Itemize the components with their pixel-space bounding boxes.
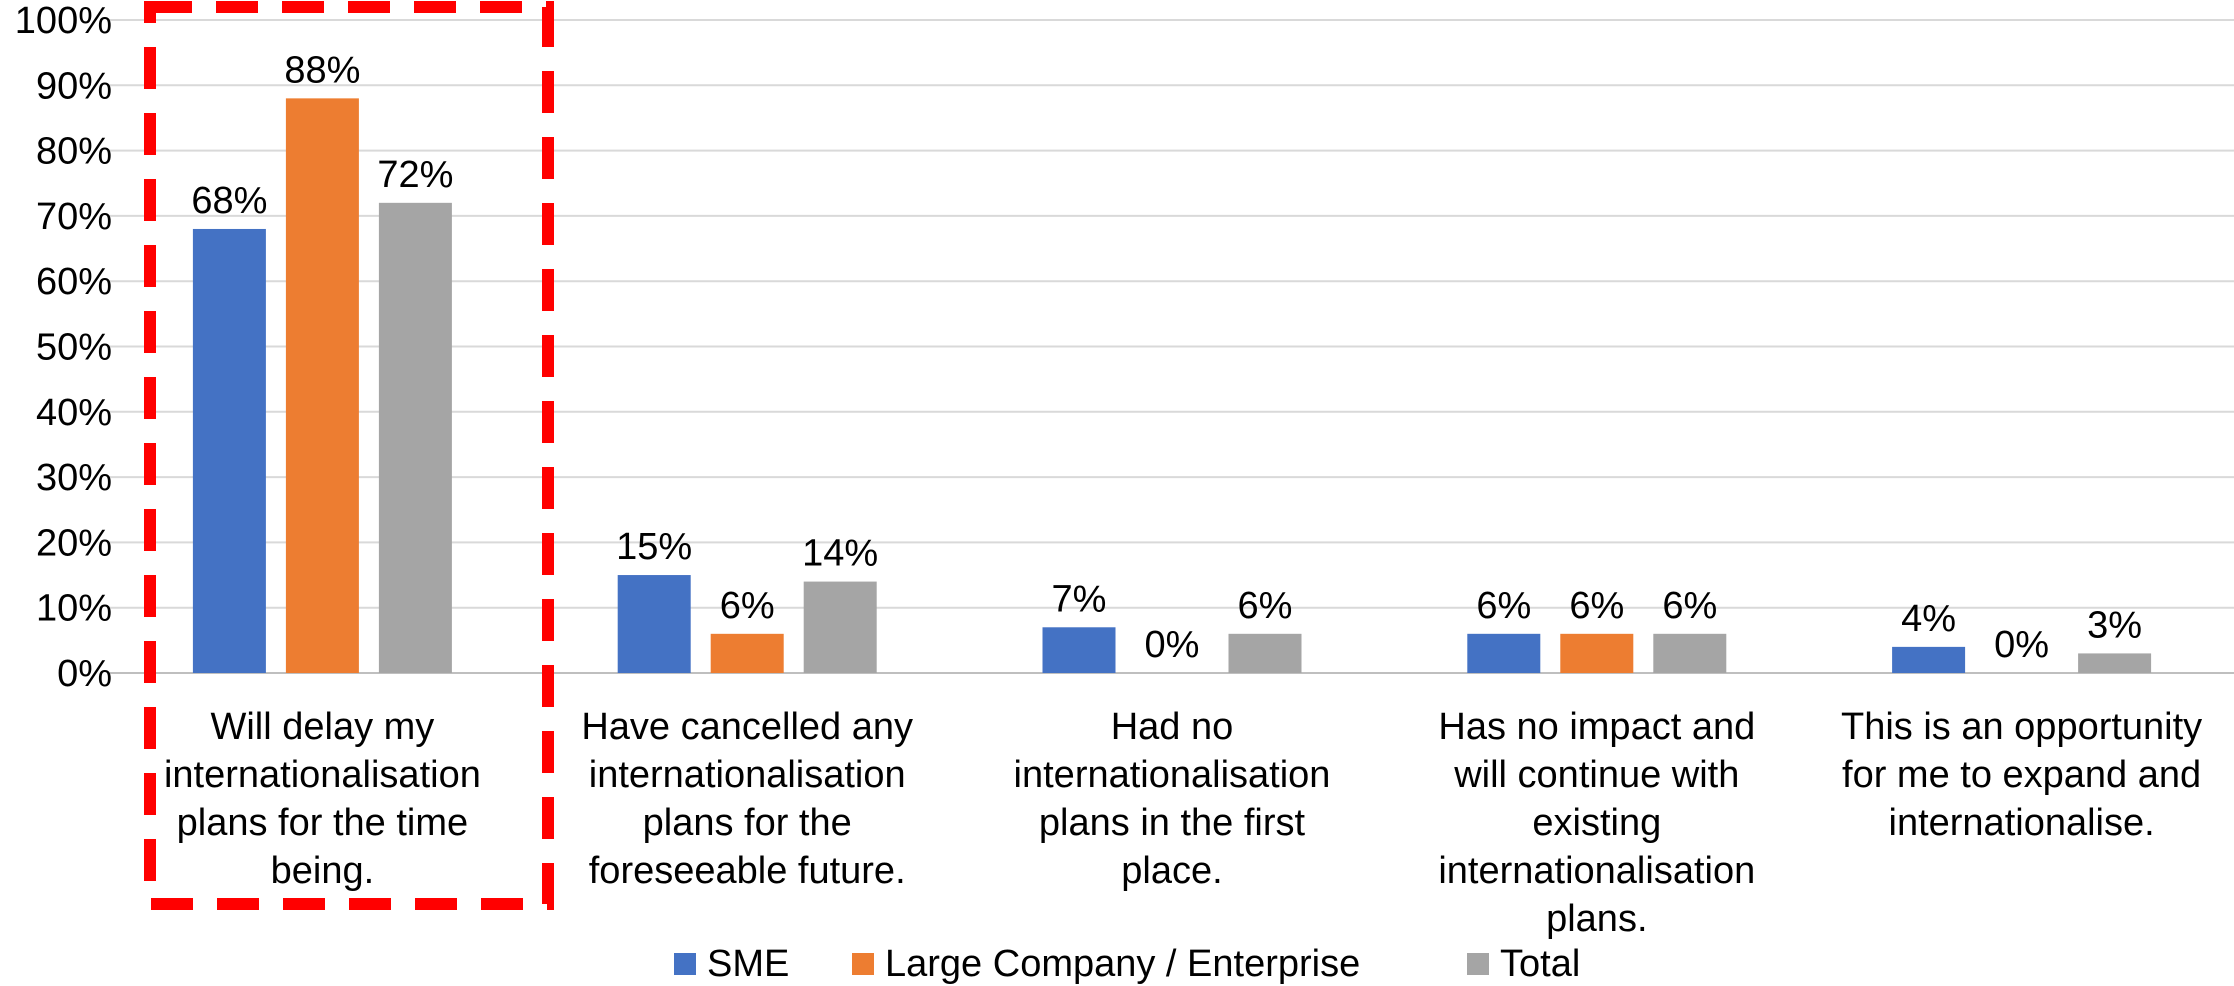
x-category-label: This is an opportunity for me to expand a…	[1841, 706, 2202, 844]
data-label: 6%	[720, 585, 775, 627]
x-category-label-line: foreseeable future.	[589, 850, 906, 892]
y-tick-label: 20%	[36, 522, 112, 564]
bar-large-company-enterprise	[285, 98, 359, 674]
y-tick-label: 10%	[36, 588, 112, 630]
x-category-label-line: internationalisation	[1438, 850, 1755, 892]
y-axis-tick-labels: 0% 10% 20% 30% 40% 50% 60% 70% 80% 90% 100%	[15, 0, 112, 695]
bar-sme	[1042, 627, 1116, 673]
x-category-label-line: place.	[1121, 850, 1222, 892]
y-tick-label: 90%	[36, 65, 112, 107]
data-label: 4%	[1901, 598, 1956, 640]
x-category-label-line: plans in the first	[1039, 802, 1306, 844]
legend-swatch	[674, 953, 696, 975]
data-label: 6%	[1662, 585, 1717, 627]
y-tick-label: 80%	[36, 131, 112, 173]
bar-sme	[1892, 646, 1966, 673]
legend-swatch	[852, 953, 874, 975]
x-category-label-line: internationalisation	[1014, 754, 1331, 796]
y-tick-label: 70%	[36, 196, 112, 238]
x-axis-category-labels: Will delay my internationalisation plans f…	[164, 706, 2202, 940]
y-tick-label: 100%	[15, 0, 112, 42]
x-category-label-line: for me to expand and	[1842, 754, 2201, 796]
data-label: 88%	[284, 49, 360, 91]
x-category-label: Had no internationalisation plans in the f…	[1014, 706, 1331, 892]
bar-total	[2078, 653, 2152, 673]
y-tick-label: 60%	[36, 261, 112, 303]
highlight-box-layer	[144, 1, 554, 910]
legend-swatch	[1467, 953, 1489, 975]
x-category-label-line: Have cancelled any	[581, 706, 913, 748]
x-category-label: Will delay my internationalisation plans f…	[164, 706, 481, 892]
legend-label: Total	[1500, 943, 1580, 985]
x-category-label-line: internationalisation	[589, 754, 906, 796]
bar-total	[1653, 633, 1727, 673]
x-category-label-line: internationalisation	[164, 754, 481, 796]
data-label: 0%	[1994, 624, 2049, 666]
y-tick-label: 40%	[36, 392, 112, 434]
x-category-label-line: plans.	[1546, 898, 1647, 940]
legend-label: Large Company / Enterprise	[885, 943, 1360, 985]
data-label: 6%	[1238, 585, 1293, 627]
x-category-label-line: plans for the	[643, 802, 852, 844]
x-category-label-line: existing	[1532, 802, 1661, 844]
x-category-label: Have cancelled any internationalisation pl…	[581, 706, 913, 892]
x-category-label-line: This is an opportunity	[1841, 706, 2202, 748]
gridlines	[110, 19, 2234, 674]
bar-sme	[617, 575, 691, 673]
legend: SME Large Company / Enterprise Total	[674, 943, 1580, 985]
data-label: 15%	[616, 526, 692, 568]
bar-total	[803, 581, 877, 673]
data-label: 6%	[1569, 585, 1624, 627]
x-category-label-line: Will delay my	[210, 706, 434, 748]
bar-sme	[1467, 633, 1541, 673]
data-label: 6%	[1476, 585, 1531, 627]
y-tick-label: 30%	[36, 457, 112, 499]
y-tick-label: 50%	[36, 327, 112, 369]
data-label: 72%	[377, 154, 453, 196]
data-label: 3%	[2087, 604, 2142, 646]
x-category-label-line: Has no impact and	[1438, 706, 1755, 748]
bar-large-company-enterprise	[1560, 633, 1634, 673]
data-label: 14%	[802, 533, 878, 575]
legend-label: SME	[707, 943, 789, 985]
x-category-label-line: will continue with	[1453, 754, 1739, 796]
x-category-label: Has no impact and will continue with exist…	[1438, 706, 1755, 940]
bar-total	[378, 202, 452, 673]
x-category-label-line: internationalise.	[1889, 802, 2155, 844]
x-category-label-line: being.	[271, 850, 375, 892]
bar-large-company-enterprise	[710, 633, 784, 673]
bars	[192, 98, 2152, 674]
data-labels: 68% 88% 72% 15% 6% 14% 7% 0% 6% 6% 6% 6% 4% 0% 3%	[191, 49, 2142, 666]
highlight-box	[144, 1, 554, 910]
x-category-label-line: Had no	[1111, 706, 1234, 748]
data-label: 68%	[191, 180, 267, 222]
data-label: 0%	[1145, 624, 1200, 666]
x-category-label-line: plans for the time	[177, 802, 468, 844]
data-label: 7%	[1052, 578, 1107, 620]
bar-sme	[192, 228, 266, 673]
y-tick-label: 0%	[57, 653, 112, 695]
bar-total	[1228, 633, 1302, 673]
